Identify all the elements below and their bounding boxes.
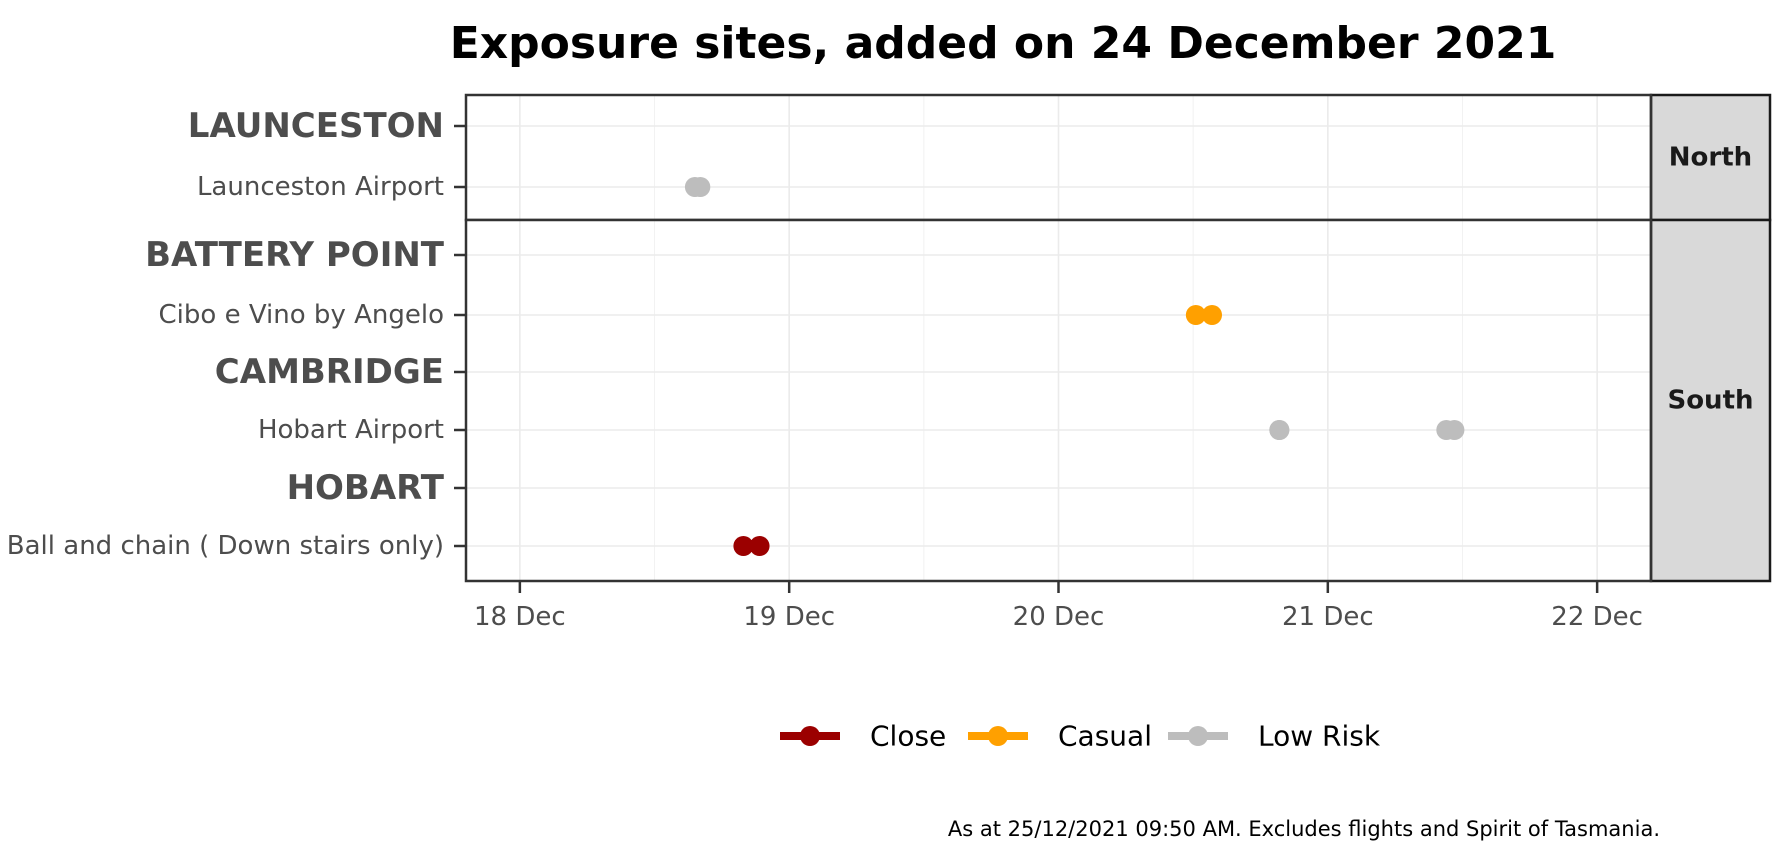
exposure-end-dot [1269, 420, 1290, 440]
x-axis: 18 Dec 19 Dec 20 Dec 21 Dec 22 Dec [474, 581, 1643, 632]
legend-label: Close [870, 720, 946, 753]
legend-key-dot [1188, 726, 1208, 746]
legend: Close Casual Low Risk [780, 720, 1381, 753]
panels-layer: LAUNCESTON Launceston Airport North BATTERY… [7, 93, 1772, 583]
x-tick-label: 19 Dec [743, 602, 835, 632]
panel-south: BATTERY POINT Cibo e Vino by Angelo CAMBRI… [7, 218, 1772, 583]
exposure-end-dot [749, 536, 770, 556]
region-label: BATTERY POINT [145, 235, 445, 275]
exposure-point [1185, 305, 1223, 325]
x-tick-label: 21 Dec [1282, 602, 1374, 632]
exposure-point [1436, 420, 1465, 440]
region-label: HOBART [287, 468, 445, 508]
exposure-end-dot [1202, 305, 1223, 325]
exposure-start-dot [1185, 305, 1206, 325]
exposure-end-dot [1444, 420, 1465, 440]
exposure-point [1269, 420, 1290, 440]
region-label: LAUNCESTON [188, 106, 444, 146]
region-label: CAMBRIDGE [215, 352, 444, 392]
legend-key-dot [800, 726, 820, 746]
legend-label: Low Risk [1258, 720, 1381, 753]
legend-item-low-risk: Low Risk [1168, 720, 1381, 753]
x-tick-label: 22 Dec [1551, 602, 1643, 632]
panel-north: LAUNCESTON Launceston Airport North [188, 93, 1772, 222]
site-label: Hobart Airport [258, 415, 444, 445]
exposure-start-dot [733, 536, 754, 556]
site-label: Launceston Airport [197, 172, 444, 202]
x-tick-label: 18 Dec [474, 602, 566, 632]
legend-key-dot [988, 726, 1008, 746]
site-label: Ball and chain ( Down stairs only) [7, 531, 444, 561]
site-label: Cibo e Vino by Angelo [159, 300, 444, 330]
exposure-point [684, 177, 711, 197]
facet-strip-label: South [1667, 386, 1753, 416]
legend-item-casual: Casual [968, 720, 1152, 753]
facet-strip-label: North [1669, 143, 1752, 173]
chart-title: Exposure sites, added on 24 December 202… [450, 18, 1557, 69]
exposure-end-dot [690, 177, 711, 197]
x-tick-label: 20 Dec [1013, 602, 1105, 632]
chart-caption: As at 25/12/2021 09:50 AM. Excludes flig… [948, 817, 1660, 841]
exposure-point [733, 536, 770, 556]
legend-item-close: Close [780, 720, 946, 753]
facet-strip [1649, 218, 1772, 583]
points-layer [684, 177, 1465, 556]
legend-label: Casual [1058, 720, 1152, 753]
